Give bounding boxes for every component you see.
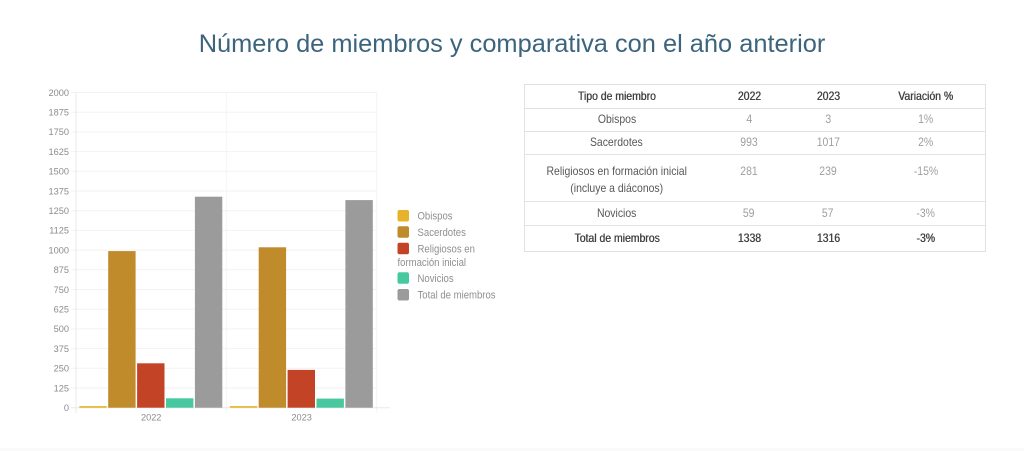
svg-text:1125: 1125 [49,226,69,236]
svg-text:1500: 1500 [49,167,69,177]
svg-text:1875: 1875 [49,108,69,118]
svg-text:Religiosos en: Religiosos en [418,244,476,256]
svg-text:Obispos: Obispos [418,211,453,223]
svg-text:375: 375 [54,344,69,354]
svg-text:2022: 2022 [141,413,161,423]
svg-text:500: 500 [54,324,69,334]
svg-text:0: 0 [64,403,69,413]
svg-text:formación inicial: formación inicial [398,257,467,269]
svg-text:125: 125 [54,383,69,393]
svg-text:625: 625 [54,305,69,315]
svg-text:250: 250 [54,364,69,374]
svg-text:1250: 1250 [49,206,69,216]
svg-text:Sacerdotes: Sacerdotes [418,227,466,239]
svg-text:1375: 1375 [49,186,69,196]
svg-text:Novicios: Novicios [418,273,454,285]
svg-text:Total de miembros: Total de miembros [418,290,496,302]
svg-text:1000: 1000 [49,245,69,255]
svg-text:2000: 2000 [49,88,69,98]
svg-text:750: 750 [54,285,69,295]
svg-text:1750: 1750 [49,127,69,137]
svg-text:2023: 2023 [291,413,311,423]
svg-text:1625: 1625 [49,147,69,157]
svg-text:875: 875 [54,265,69,275]
